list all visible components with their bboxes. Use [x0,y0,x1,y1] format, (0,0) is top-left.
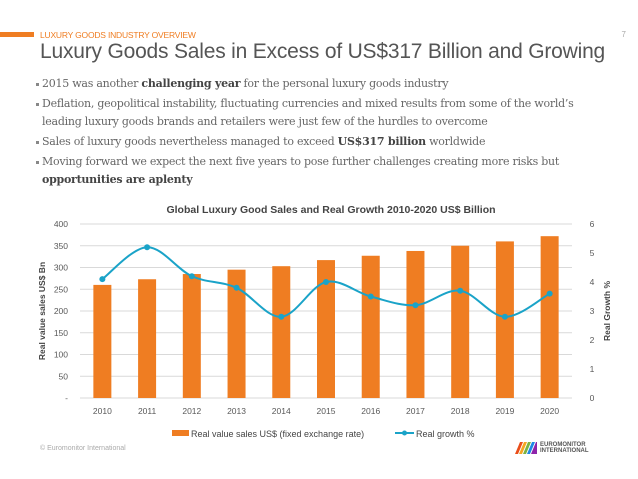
x-tick-label: 2016 [361,406,380,416]
section-label: LUXURY GOODS INDUSTRY OVERVIEW [40,30,196,40]
growth-point [233,284,240,291]
y2-tick-label: 6 [590,219,595,229]
legend-bar-swatch [172,430,189,436]
bar [272,266,291,398]
bar [227,269,246,398]
y-tick-label: 50 [59,371,69,381]
bullet-text: for the personal luxury goods industry [240,77,449,90]
legend-label-growth: Real growth % [416,429,475,439]
y2-tick-label: 2 [590,335,595,345]
bullet-item: Sales of luxury goods nevertheless manag… [36,133,606,151]
y2-tick-label: 5 [590,248,595,258]
x-tick-label: 2019 [495,406,514,416]
y-tick-label: 100 [54,350,68,360]
bar [138,279,157,398]
y-tick-label: 250 [54,284,68,294]
growth-point [188,273,195,280]
bullet-text: Deflation, geopolitical instability, flu… [42,97,574,128]
logo-text-2: INTERNATIONAL [540,448,589,454]
y-axis-label: Real value sales US$ Bn [37,262,47,360]
growth-point [457,287,464,294]
x-tick-label: 2013 [227,406,246,416]
y-tick-label: 200 [54,306,68,316]
chart-title: Global Luxury Good Sales and Real Growth… [166,204,495,216]
bullet-text: US$317 billion [337,135,426,148]
bullet-text: 2015 was another [42,77,142,90]
euromonitor-logo: EUROMONITOR INTERNATIONAL [515,442,589,454]
logo-text-1: EUROMONITOR [540,442,586,448]
bar [540,236,559,398]
bullet-item: Moving forward we expect the next five y… [36,153,606,189]
legend-line-marker [402,430,407,436]
y2-axis-label: Real Growth % [602,281,612,341]
bullet-square-icon [36,102,39,106]
bullet-item: Deflation, geopolitical instability, flu… [36,95,606,131]
bar [451,245,470,398]
x-tick-label: 2018 [451,406,470,416]
bar [182,274,201,398]
bar [361,255,380,398]
x-tick-label: 2015 [317,406,336,416]
growth-point [99,276,106,283]
growth-point [144,244,151,251]
section-accent-bar [0,32,34,37]
bullet-text: challenging year [141,77,241,90]
x-tick-label: 2010 [93,406,112,416]
y2-tick-label: 3 [590,306,595,316]
growth-point [367,293,374,300]
x-tick-label: 2012 [182,406,201,416]
y2-tick-label: 4 [590,277,595,287]
bullet-text: worldwide [425,135,486,148]
x-tick-label: 2014 [272,406,291,416]
copyright: © Euromonitor International [40,445,126,452]
x-tick-label: 2011 [138,406,157,416]
bullet-text: Moving forward we expect the next five y… [42,155,560,168]
bullet-text: Sales of luxury goods nevertheless manag… [42,135,338,148]
x-tick-label: 2017 [406,406,425,416]
legend-label-sales: Real value sales US$ (fixed exchange rat… [191,429,364,439]
y2-tick-label: 0 [590,393,595,403]
bar [406,250,425,398]
growth-point [323,279,329,285]
y-tick-label: 350 [54,241,68,251]
y-tick-label: 400 [54,219,68,229]
growth-point [278,313,285,320]
bar [317,260,335,398]
page-number: 7 [621,30,626,39]
bullet-item: 2015 was another challenging year for th… [36,75,606,93]
y-tick-label: 300 [54,263,68,273]
growth-point [546,290,553,297]
y-tick-label: 150 [54,328,68,338]
logo-stripes-icon [515,442,537,454]
bullet-square-icon [36,160,39,164]
bullet-text: opportunities are aplenty [42,173,193,186]
bullet-square-icon [36,82,39,86]
y2-tick-label: 1 [590,364,595,374]
bullet-square-icon [36,140,39,144]
y-tick-label: - [65,393,68,403]
bullet-list: 2015 was another challenging year for th… [36,75,606,191]
growth-point [412,302,419,309]
growth-point [501,313,508,320]
x-tick-label: 2020 [540,406,559,416]
bar [93,284,112,398]
page-title: Luxury Goods Sales in Excess of US$317 B… [40,40,606,63]
